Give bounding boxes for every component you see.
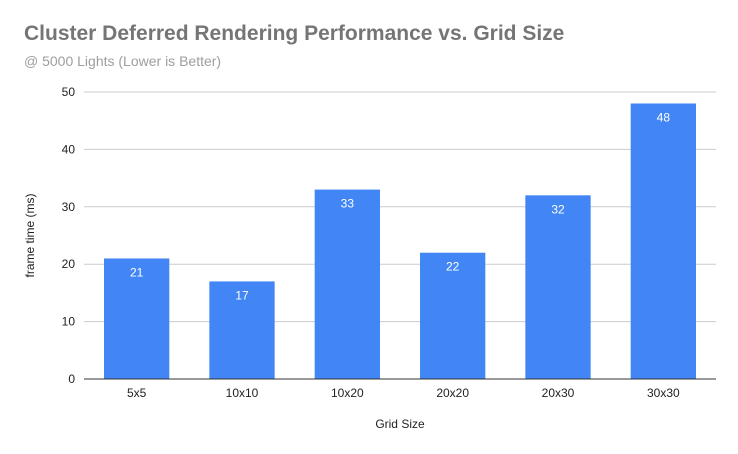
y-tick-label: 30 xyxy=(62,200,76,214)
bar xyxy=(525,195,591,379)
bar xyxy=(314,189,380,379)
x-tick-label: 10x20 xyxy=(331,386,364,400)
chart-title: Cluster Deferred Rendering Performance v… xyxy=(24,22,565,45)
gridlines xyxy=(84,91,716,323)
y-axis-title: frame time (ms) xyxy=(23,193,37,277)
bar xyxy=(104,258,170,379)
bar-data-label: 22 xyxy=(446,260,460,274)
bar xyxy=(630,103,696,379)
bars xyxy=(104,103,696,379)
y-tick-label: 40 xyxy=(62,142,76,156)
y-tick-label: 0 xyxy=(68,372,75,386)
bar-data-label: 48 xyxy=(657,110,671,124)
y-tick-label: 10 xyxy=(62,315,76,329)
y-tick-label: 20 xyxy=(62,257,76,271)
bar-data-label: 17 xyxy=(235,288,249,302)
bar xyxy=(420,252,486,379)
y-axis-ticks: 0 10 20 30 40 50 xyxy=(62,85,76,386)
y-tick-label: 50 xyxy=(62,85,76,99)
bar-data-label: 33 xyxy=(341,197,355,211)
x-tick-label: 30x30 xyxy=(647,386,680,400)
bar-data-label: 21 xyxy=(130,265,144,279)
x-tick-label: 20x30 xyxy=(542,386,575,400)
x-axis-ticks: 5x5 10x10 10x20 20x20 20x30 30x30 xyxy=(127,386,680,400)
x-tick-label: 5x5 xyxy=(127,386,147,400)
x-axis-title: Grid Size xyxy=(375,417,425,431)
x-tick-label: 10x10 xyxy=(226,386,259,400)
bar xyxy=(209,281,275,379)
chart-subtitle: @ 5000 Lights (Lower is Better) xyxy=(24,53,222,69)
bar-data-label: 32 xyxy=(551,202,565,216)
bar-data-labels: 21 17 33 22 32 48 xyxy=(130,110,670,302)
x-tick-label: 20x20 xyxy=(436,386,469,400)
